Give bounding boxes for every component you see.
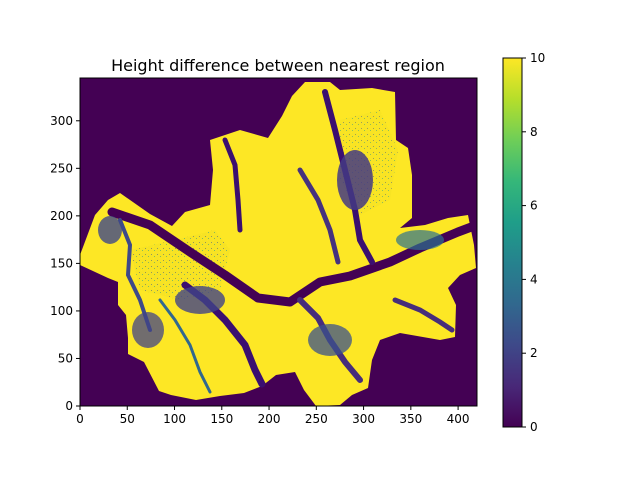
x-tick-label: 0 [76, 412, 84, 426]
colorbar-tick-label: 2 [530, 346, 538, 360]
heatmap-patch-c [308, 324, 352, 356]
x-tick-label: 200 [258, 412, 281, 426]
colorbar-tick-label: 8 [530, 125, 538, 139]
heatmap-texture-a [130, 230, 230, 300]
heatmap-patch-d [396, 230, 444, 250]
y-tick-label: 150 [50, 256, 73, 270]
heatmap-channel-f [118, 218, 152, 332]
x-tick-label: 150 [210, 412, 233, 426]
heatmap-patch-f [98, 216, 122, 244]
heatmap-patch-b [175, 286, 225, 314]
colorbar-ticks: 0 2 4 6 8 10 [522, 51, 545, 434]
y-tick-label: 100 [50, 304, 73, 318]
x-tick-label: 300 [352, 412, 375, 426]
heatmap-channel-h [158, 298, 212, 394]
colorbar [502, 57, 523, 428]
colorbar-tick-label: 10 [530, 51, 545, 65]
heatmap-channel-g [392, 297, 455, 333]
y-axis-ticks: 0 50 100 150 200 250 300 [50, 114, 80, 413]
x-tick-label: 100 [163, 412, 186, 426]
x-tick-label: 400 [447, 412, 470, 426]
heatmap-patch-e [132, 312, 164, 348]
chart-title: Height difference between nearest region [111, 56, 445, 75]
y-tick-label: 0 [65, 399, 73, 413]
plot-frame [79, 77, 478, 407]
y-tick-label: 300 [50, 114, 73, 128]
x-tick-label: 250 [305, 412, 328, 426]
heatmap-channel-e [222, 137, 243, 233]
colorbar-tick-label: 4 [530, 272, 538, 286]
y-tick-label: 50 [58, 351, 73, 365]
x-axis-ticks: 0 50 100 150 200 250 300 350 400 [76, 406, 470, 426]
colorbar-tick-label: 6 [530, 199, 538, 213]
plot-area [80, 78, 477, 406]
heatmap-patch-a [337, 150, 373, 210]
y-tick-label: 200 [50, 209, 73, 223]
y-tick-label: 250 [50, 161, 73, 175]
x-tick-label: 50 [120, 412, 135, 426]
x-tick-label: 350 [399, 412, 422, 426]
colorbar-tick-label: 0 [530, 420, 538, 434]
heatmap-channel-b [297, 167, 341, 265]
